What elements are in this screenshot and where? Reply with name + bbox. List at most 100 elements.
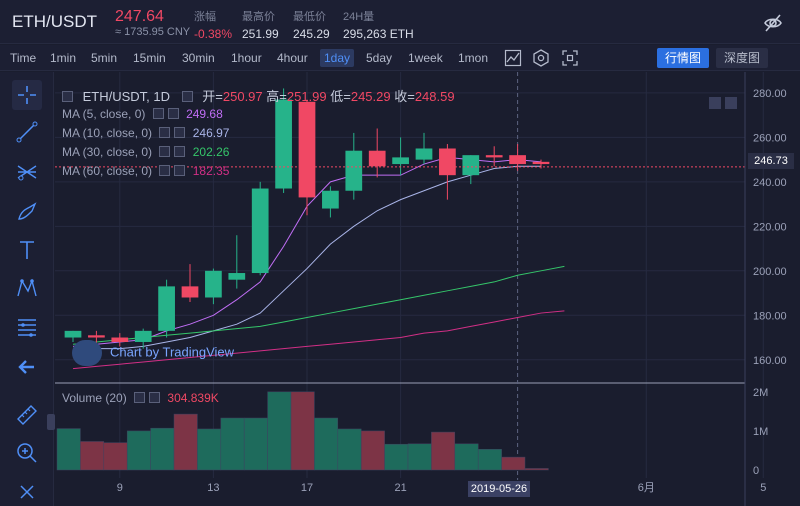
interval-5day[interactable]: 5day	[366, 51, 393, 65]
interval-15min[interactable]: 15min	[133, 51, 166, 65]
candle-body	[298, 101, 316, 198]
settings-icon[interactable]	[159, 146, 171, 157]
candle-body	[275, 99, 292, 189]
close-icon[interactable]	[174, 127, 186, 138]
open-value: 250.97	[222, 89, 263, 104]
volume-bar	[243, 417, 268, 471]
close-icon[interactable]	[167, 108, 179, 119]
volume-bars	[56, 391, 549, 471]
crosshair-icon[interactable]	[12, 80, 42, 110]
tradingview-logo-icon	[72, 340, 102, 366]
price-chart[interactable]: 160.00 180.00 200.00 220.00 240.00 260.00 280.…	[55, 72, 800, 506]
fib-retracement-icon[interactable]	[12, 312, 42, 342]
date-tick-label: 6月	[638, 482, 655, 494]
volume-bar	[290, 391, 315, 471]
legend-ma60[interactable]: MA (60, close, 0) 182.35	[62, 164, 229, 178]
close-value: 248.59	[414, 89, 455, 104]
date-tick-label: 17	[301, 482, 313, 494]
volume-bar	[454, 443, 479, 471]
back-arrow-icon[interactable]	[12, 352, 42, 382]
volume-bar	[337, 428, 362, 471]
interval-1mon[interactable]: 1mon	[458, 51, 489, 65]
candle-body	[322, 190, 339, 209]
low-value: 245.29	[350, 89, 391, 104]
eye-off-icon[interactable]	[762, 12, 784, 34]
ticker-bar: ETH/USDT 247.64 ≈ 1735.95 CNY 涨幅 -0.38% …	[0, 0, 800, 44]
low-label: 低=	[330, 89, 351, 104]
legend-ma30[interactable]: MA (30, close, 0) 202.26	[62, 145, 229, 159]
ma-line	[72, 310, 565, 370]
interval-1hour[interactable]: 1hour	[231, 51, 262, 65]
tradingview-watermark[interactable]: Chart by TradingView	[72, 340, 234, 366]
candle-body	[88, 335, 105, 338]
pair-name[interactable]: ETH/USDT	[12, 12, 97, 31]
candlesticks	[55, 88, 745, 349]
volume-tick-label: 0	[753, 465, 759, 477]
collapse-icon[interactable]	[62, 91, 73, 102]
volume-bar	[197, 428, 222, 471]
legend-ma60-value: 182.35	[192, 164, 230, 178]
price-tick-label: 160.00	[753, 355, 787, 367]
open-label: 开=	[202, 89, 223, 104]
interval-1min[interactable]: 1min	[50, 51, 77, 65]
interval-1day[interactable]: 1day	[320, 49, 355, 67]
symbol-settings-icon[interactable]	[181, 91, 193, 102]
cny-price: ≈ 1735.95 CNY	[115, 26, 191, 38]
ruler-icon[interactable]	[12, 400, 42, 430]
crosshair-date-tag: 2019-05-26	[468, 481, 530, 497]
volume-bar	[501, 456, 526, 471]
close-icon[interactable]	[149, 392, 161, 403]
interval-5min[interactable]: 5min	[91, 51, 118, 65]
settings-icon[interactable]	[531, 48, 551, 68]
settings-icon[interactable]	[152, 108, 164, 119]
legend-ma10-label: MA (10, close, 0)	[62, 126, 153, 140]
pattern-icon[interactable]	[12, 273, 42, 303]
price-tick-label: 200.00	[753, 266, 787, 278]
high-value: 251.99	[242, 27, 279, 41]
trend-line-icon[interactable]	[12, 117, 42, 147]
fork-lines-icon[interactable]	[12, 157, 42, 187]
interval-time[interactable]: Time	[10, 51, 37, 65]
volume-bar	[103, 442, 128, 471]
interval-4hour[interactable]: 4hour	[277, 51, 308, 65]
tab-depth-chart[interactable]: 深度图	[716, 48, 769, 68]
ma-line	[72, 265, 565, 345]
settings-icon[interactable]	[159, 127, 171, 138]
chart-type-icon[interactable]	[503, 48, 523, 68]
volume-bar	[431, 431, 456, 471]
candle-body	[345, 150, 363, 191]
change-stat: 涨幅 -0.38%	[194, 8, 232, 41]
legend-volume[interactable]: Volume (20) 304.839K	[62, 391, 219, 405]
collapse-handle-icon[interactable]	[47, 414, 55, 430]
legend-ma10-value: 246.97	[192, 126, 230, 140]
legend-ma5[interactable]: MA (5, close, 0) 249.68	[62, 107, 223, 121]
settings-icon[interactable]	[134, 392, 146, 403]
fullscreen-icon[interactable]	[560, 48, 580, 68]
low-stat: 最低价 245.29	[293, 8, 330, 41]
volume-bar	[220, 417, 245, 471]
volume-bar	[267, 391, 292, 471]
interval-30min[interactable]: 30min	[182, 51, 215, 65]
tab-kline-chart[interactable]: 行情图	[657, 48, 710, 68]
zoom-in-icon[interactable]	[12, 438, 42, 468]
settings-icon[interactable]	[159, 165, 171, 176]
chart-symbol: ETH/USDT, 1D	[82, 89, 171, 104]
volume-bar	[360, 430, 385, 471]
close-icon[interactable]	[174, 146, 186, 157]
volume-bar	[524, 468, 549, 471]
price-tick-label: 180.00	[753, 310, 787, 322]
candle-body	[181, 286, 199, 298]
brush-icon[interactable]	[12, 197, 42, 227]
text-icon[interactable]	[12, 235, 42, 265]
volume-bar	[407, 443, 432, 471]
change-label: 涨幅	[194, 11, 216, 23]
candle-body	[368, 150, 386, 167]
legend-ma5-label: MA (5, close, 0)	[62, 107, 146, 121]
close-icon[interactable]	[174, 165, 186, 176]
legend-ma30-value: 202.26	[192, 145, 230, 159]
legend-ma10[interactable]: MA (10, close, 0) 246.97	[62, 126, 229, 140]
high-label: 最高价	[242, 11, 275, 23]
maximize-pane-icon	[725, 97, 737, 109]
interval-1week[interactable]: 1week	[408, 51, 443, 65]
close-icon[interactable]	[12, 477, 42, 506]
